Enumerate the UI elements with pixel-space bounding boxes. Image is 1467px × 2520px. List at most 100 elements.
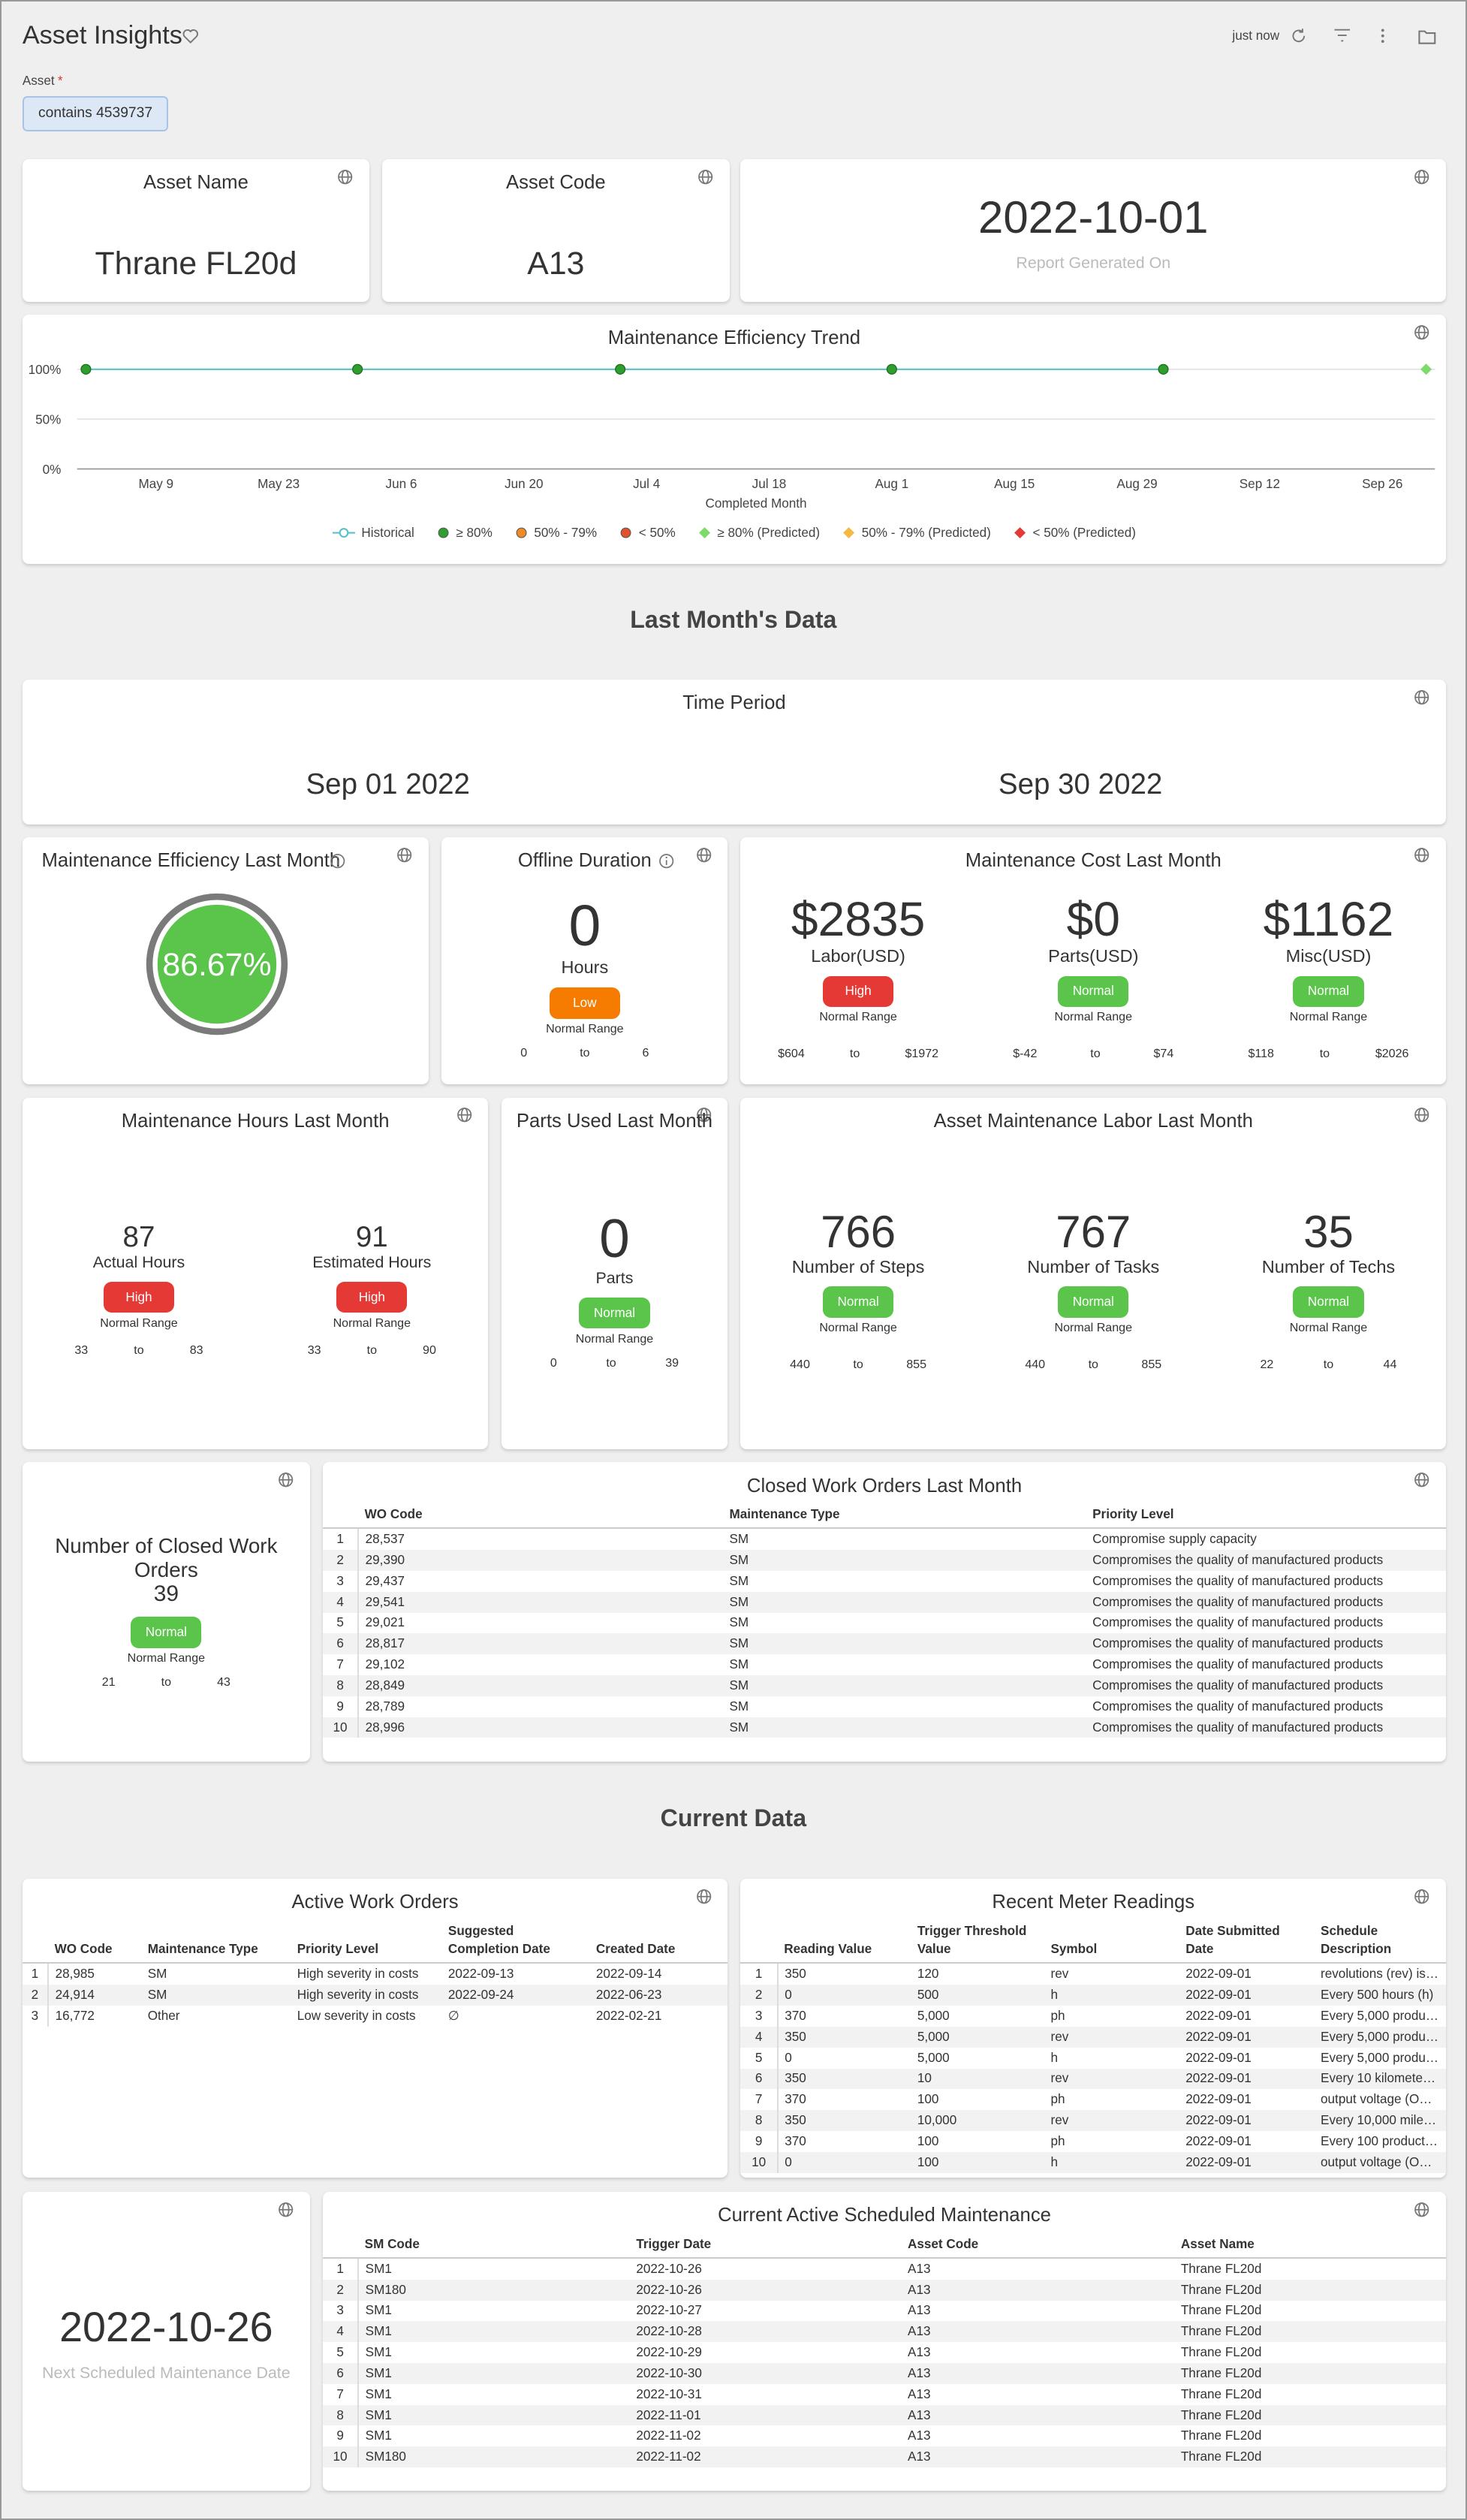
- closed-orders-card: Closed Work Orders Last Month WO Code Main…: [323, 1462, 1447, 1762]
- active-orders-card: Active Work Orders WO Code Maintenance Typ…: [22, 1878, 728, 2178]
- folder-icon[interactable]: [1417, 27, 1437, 47]
- globe-icon[interactable]: [696, 1107, 712, 1123]
- column-header[interactable]: Priority Level: [1086, 1506, 1447, 1530]
- column-header[interactable]: Priority Level: [291, 1922, 442, 1964]
- row-number: 2: [323, 1550, 360, 1571]
- info-icon[interactable]: [330, 853, 345, 869]
- range-label: Normal Range: [1054, 1321, 1132, 1335]
- column-header[interactable]: Created Date: [589, 1922, 728, 1964]
- data-point: [614, 364, 626, 375]
- table-cell: 2022-09-14: [595, 1967, 662, 1982]
- status-badge: Low: [549, 987, 620, 1019]
- x-tick-label: Aug 29: [1116, 477, 1157, 491]
- legend-marker: [698, 527, 710, 539]
- globe-icon[interactable]: [1414, 169, 1429, 185]
- table-row: 3 16,772 Other Low severity in costs ∅ 2022-0…: [22, 2006, 728, 2027]
- globe-icon[interactable]: [697, 169, 713, 185]
- parts-card: Parts Used Last Month 0 Parts Normal Normal …: [501, 1097, 728, 1450]
- table-cell: 2022-09-01: [1179, 2110, 1315, 2131]
- column-header[interactable]: Maintenance Type: [141, 1922, 291, 1964]
- column-header[interactable]: SM Code: [358, 2235, 630, 2259]
- labor-card: Asset Maintenance Labor Last Month 766 Num…: [740, 1097, 1447, 1450]
- table-row: 5 0 5,000 h 2022-09-01 Every 5,000 producti…: [740, 2047, 1446, 2069]
- x-tick-label: Sep 12: [1240, 477, 1280, 491]
- legend-item[interactable]: Historical: [332, 526, 414, 541]
- refresh-icon[interactable]: [1290, 27, 1308, 45]
- globe-icon[interactable]: [1414, 2202, 1429, 2217]
- kpi-unit: Number of Techs: [1261, 1256, 1396, 1277]
- globe-icon[interactable]: [1414, 1107, 1429, 1123]
- kpi-value: 39: [153, 1581, 179, 1607]
- globe-icon[interactable]: [696, 1888, 712, 1904]
- filter-chip[interactable]: contains 4539737: [22, 96, 169, 132]
- column-header[interactable]: WO Code: [358, 1506, 723, 1530]
- table-cell: 100: [917, 2092, 939, 2107]
- table-cell: Compromises the quality of manufactured …: [1092, 1615, 1384, 1630]
- kpi-unit: Labor(USD): [811, 945, 905, 966]
- globe-icon[interactable]: [1414, 689, 1429, 705]
- column-header[interactable]: Reading Value: [777, 1922, 911, 1964]
- column-header[interactable]: Asset Name: [1174, 2235, 1447, 2259]
- legend-item[interactable]: ≥ 80% (Predicted): [698, 526, 820, 541]
- scheduled-card: Current Active Scheduled Maintenance SM C…: [323, 2192, 1447, 2491]
- legend-item[interactable]: 50% - 79%: [515, 526, 597, 541]
- info-icon[interactable]: [658, 853, 674, 869]
- legend-item[interactable]: < 50% (Predicted): [1014, 526, 1136, 541]
- globe-icon[interactable]: [1414, 847, 1429, 863]
- table-cell: Low severity in costs: [297, 2008, 416, 2023]
- column-header[interactable]: Date Submitted Date: [1179, 1922, 1315, 1964]
- globe-icon[interactable]: [278, 1472, 294, 1488]
- row-number: 9: [740, 2130, 779, 2152]
- column-header[interactable]: Trigger Threshold Value: [911, 1922, 1044, 1964]
- card-title: Offline Duration: [517, 850, 652, 871]
- table-row: 5 29,021 SM Compromises the quality of manu…: [323, 1612, 1446, 1634]
- legend-item[interactable]: ≥ 80%: [437, 526, 493, 541]
- heart-icon[interactable]: [182, 27, 200, 45]
- more-icon[interactable]: [1374, 27, 1392, 45]
- column-header[interactable]: Asset Code: [901, 2235, 1175, 2259]
- table-cell: 5,000: [917, 2008, 950, 2023]
- table-cell: 500: [911, 1985, 1044, 2006]
- globe-icon[interactable]: [696, 847, 712, 863]
- x-tick-label: May 9: [138, 477, 173, 491]
- globe-icon[interactable]: [396, 847, 412, 863]
- column-header[interactable]: Symbol: [1044, 1922, 1179, 1964]
- globe-icon[interactable]: [337, 169, 353, 185]
- column-header[interactable]: Trigger Date: [629, 2235, 902, 2259]
- table-cell: 2022-09-01: [1185, 2008, 1252, 2023]
- table-cell: A13: [908, 2345, 931, 2360]
- filter-icon[interactable]: [1333, 27, 1351, 45]
- kpi-item: $2835 Labor(USD) High Normal Range $604 to $19…: [740, 893, 975, 1061]
- column-header[interactable]: Schedule Description: [1314, 1922, 1447, 1964]
- range-max: $1972: [905, 1047, 939, 1061]
- globe-icon[interactable]: [456, 1107, 472, 1123]
- row-number: 7: [323, 2383, 360, 2405]
- report-card: 2022-10-01 Report Generated On: [740, 158, 1447, 303]
- card-title: Asset Maintenance Labor Last Month: [933, 1110, 1253, 1132]
- data-point: [1420, 363, 1432, 375]
- globe-icon[interactable]: [278, 2202, 294, 2217]
- table-cell: 2022-11-01: [629, 2404, 902, 2426]
- icon-part: [665, 857, 668, 859]
- table-cell: SM: [729, 1615, 749, 1630]
- table-cell: 100: [917, 2133, 939, 2148]
- table-cell: SM1: [365, 2386, 392, 2401]
- table-cell: A13: [908, 2386, 931, 2401]
- row-number: 7: [323, 1654, 360, 1675]
- column-header[interactable]: WO Code: [48, 1922, 142, 1964]
- card-title: Parts Used Last Month: [516, 1110, 713, 1132]
- table-cell: SM1: [358, 2363, 630, 2384]
- globe-icon[interactable]: [1414, 324, 1429, 340]
- range-min: 0: [550, 1355, 557, 1370]
- globe-icon[interactable]: [1414, 1472, 1429, 1488]
- column-header[interactable]: Maintenance Type: [722, 1506, 1086, 1530]
- globe-icon[interactable]: [1414, 1888, 1429, 1904]
- row-number: 2: [323, 2279, 360, 2301]
- legend-item[interactable]: 50% - 79% (Predicted): [842, 526, 991, 541]
- legend-item[interactable]: < 50%: [619, 526, 676, 541]
- column-header[interactable]: Suggested Completion Date: [441, 1922, 590, 1964]
- card-title: Maintenance Efficiency Last Month: [41, 850, 341, 871]
- table-cell: SM1: [358, 2404, 630, 2426]
- x-tick-label: Jul 18: [752, 477, 786, 491]
- status-badge: Normal: [1293, 975, 1364, 1007]
